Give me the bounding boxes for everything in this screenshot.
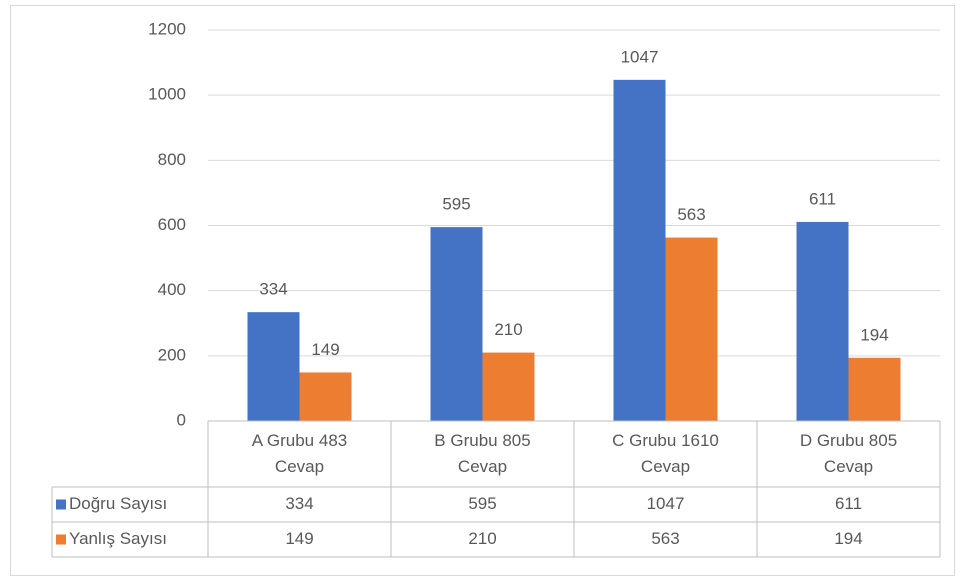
data-label: 611 [809,189,836,208]
x-tick-label: C Grubu 1610 Cevap [612,431,719,476]
table-value: 1047 [647,494,685,513]
table-value: 611 [835,494,862,513]
y-tick-label: 800 [158,150,186,169]
bar [482,352,535,421]
bar [299,372,352,421]
bar [665,237,718,421]
category-cell: B Grubu 805 Cevap [434,431,531,476]
x-tick-label: A Grubu 483 Cevap [251,431,348,476]
table-value: 595 [468,494,496,513]
y-tick-label: 1000 [148,85,186,104]
data-label: 149 [311,340,339,359]
data-label: 210 [494,320,522,339]
y-tick-label: 400 [158,280,186,299]
data-label: 194 [860,325,888,344]
y-tick-label: 0 [177,410,186,429]
legend-label: Yanlış Sayısı [69,529,167,548]
table-value: 210 [468,529,496,548]
bar [848,357,901,421]
category-cell: D Grubu 805 Cevap [799,431,898,476]
data-label: 334 [259,280,287,299]
bar [796,221,849,421]
bar [613,79,666,421]
table-value: 149 [285,529,313,548]
bar [430,227,483,421]
x-tick-label: B Grubu 805 Cevap [434,431,531,476]
legend-swatch [56,534,66,545]
table-value: 334 [285,494,313,513]
bar [247,312,300,421]
legend-swatch [56,499,66,510]
table-value: 563 [651,529,679,548]
category-cell: A Grubu 483 Cevap [251,431,348,476]
data-label: 1047 [621,47,659,66]
data-label: 563 [677,205,705,224]
y-tick-label: 200 [158,345,186,364]
y-tick-label: 1200 [148,19,186,38]
table-value: 194 [834,529,862,548]
category-cell: C Grubu 1610 Cevap [612,431,719,476]
y-tick-label: 600 [158,215,186,234]
x-tick-label: D Grubu 805 Cevap [799,431,898,476]
legend-label: Doğru Sayısı [69,494,167,513]
data-label: 595 [442,195,470,214]
